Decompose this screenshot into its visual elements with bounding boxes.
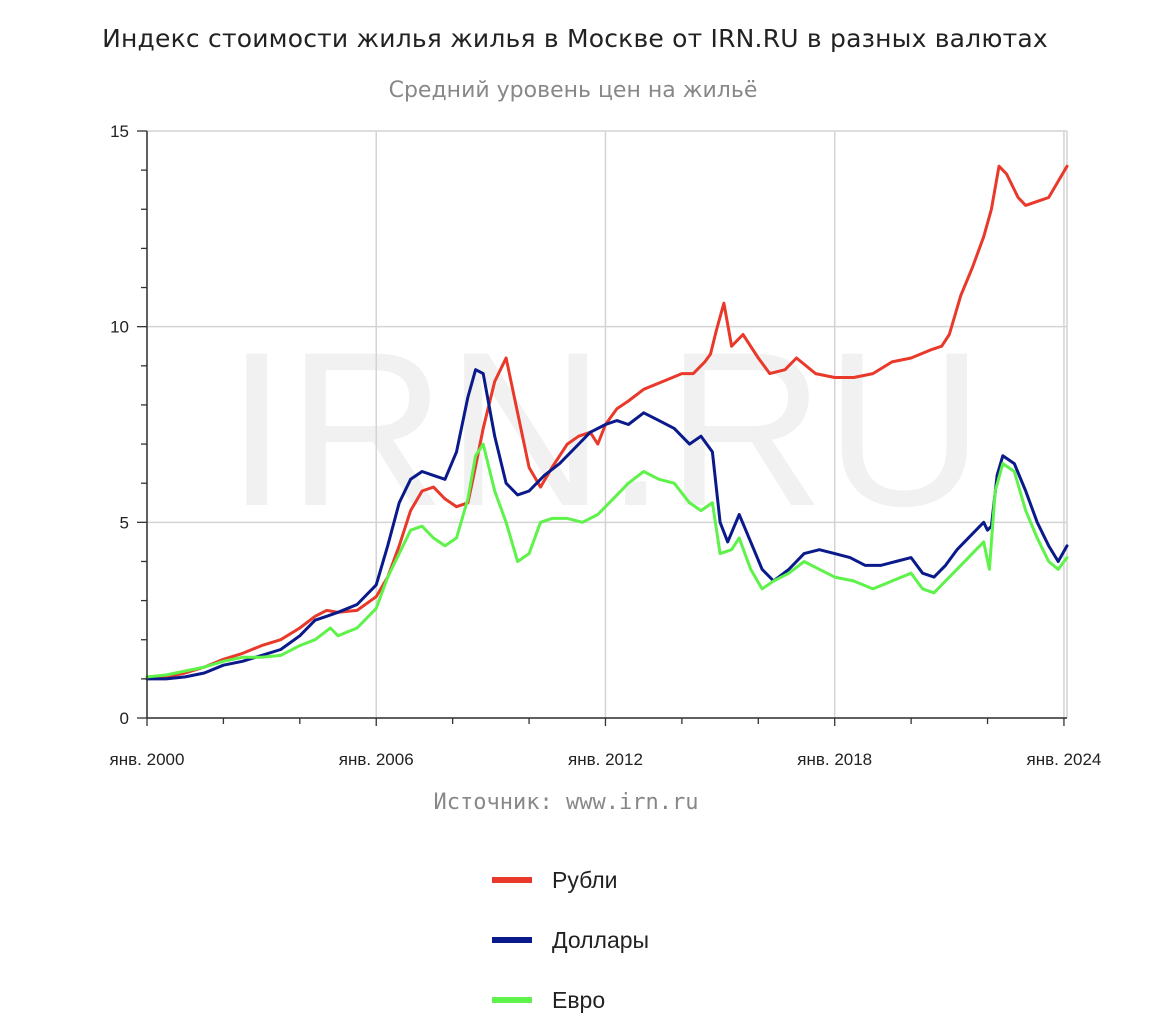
y-tick-label: 0 xyxy=(120,709,129,728)
y-tick-label: 10 xyxy=(110,318,129,337)
y-tick-label: 15 xyxy=(110,122,129,141)
legend-item: Евро xyxy=(492,970,649,1030)
x-tick-label: янв. 2018 xyxy=(797,750,872,769)
x-tick-label: янв. 2012 xyxy=(568,750,643,769)
series-line xyxy=(145,164,1069,681)
x-tick-label: янв. 2024 xyxy=(1026,750,1101,769)
legend-swatch xyxy=(492,937,532,943)
x-tick-label: янв. 2006 xyxy=(339,750,414,769)
series-group xyxy=(145,164,1069,681)
legend-swatch xyxy=(492,997,532,1003)
series-line xyxy=(145,442,1069,679)
y-tick-label: 5 xyxy=(120,513,129,532)
x-tick-label: янв. 2000 xyxy=(110,750,185,769)
legend-swatch xyxy=(492,877,532,883)
axes: 0 5 10 15 янв. 2000 янв. 2006 янв. 2012 янв. 20… xyxy=(110,122,1102,769)
source-note: Источник: www.irn.ru xyxy=(433,790,699,815)
legend-item: Рубли xyxy=(492,850,649,910)
chart-subtitle: Средний уровень цен на жильё xyxy=(388,78,758,103)
legend: Рубли Доллары Евро xyxy=(492,850,649,1030)
series-line xyxy=(145,368,1069,681)
chart-title: Индекс стоимости жилья жилья в Москве от… xyxy=(102,24,1048,53)
legend-label: Доллары xyxy=(552,926,650,953)
legend-item: Доллары xyxy=(492,910,649,970)
legend-label: Евро xyxy=(552,986,606,1013)
legend-label: Рубли xyxy=(552,866,618,893)
